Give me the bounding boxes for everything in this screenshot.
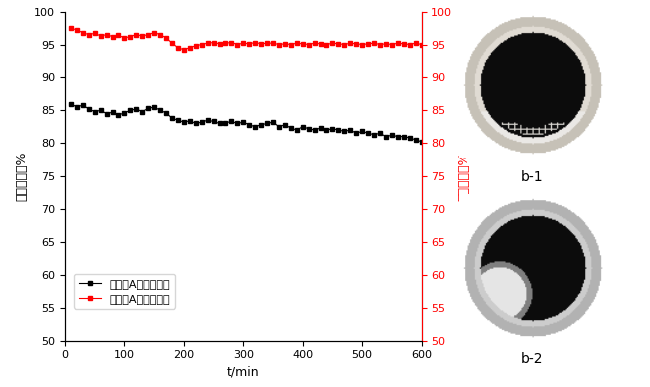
催化剂A氢气选择性 — [156, 33, 164, 37]
Y-axis label: 甲烷转化率%: 甲烷转化率% — [16, 151, 29, 201]
催化剂A甲烷转化率 — [168, 116, 176, 120]
Text: b-1: b-1 — [521, 170, 543, 183]
催化剂A甲烷转化率 — [418, 140, 426, 144]
催化剂A氢气选择性 — [127, 34, 135, 39]
催化剂A氢气选择性 — [418, 42, 426, 47]
催化剂A氢气选择性 — [192, 43, 200, 48]
Y-axis label: 氢气选择性%: 氢气选择性% — [458, 151, 471, 201]
催化剂A氢气选择性 — [168, 41, 176, 46]
催化剂A甲烷转化率 — [287, 126, 294, 130]
催化剂A氢气选择性 — [186, 45, 194, 50]
X-axis label: t/min: t/min — [227, 366, 259, 379]
Line: 催化剂A甲烷转化率: 催化剂A甲烷转化率 — [69, 102, 424, 144]
催化剂A甲烷转化率 — [127, 108, 135, 113]
Text: b-2: b-2 — [521, 352, 543, 366]
催化剂A甲烷转化率 — [186, 118, 194, 123]
催化剂A氢气选择性 — [180, 48, 188, 52]
催化剂A氢气选择性 — [67, 26, 75, 31]
催化剂A甲烷转化率 — [156, 108, 164, 113]
Line: 催化剂A氢气选择性: 催化剂A氢气选择性 — [69, 26, 424, 52]
催化剂A甲烷转化率 — [67, 101, 75, 106]
催化剂A甲烷转化率 — [180, 120, 188, 125]
催化剂A氢气选择性 — [293, 41, 301, 46]
Legend: 催化剂A甲烷转化率, 催化剂A氢气选择性: 催化剂A甲烷转化率, 催化剂A氢气选择性 — [74, 274, 175, 309]
